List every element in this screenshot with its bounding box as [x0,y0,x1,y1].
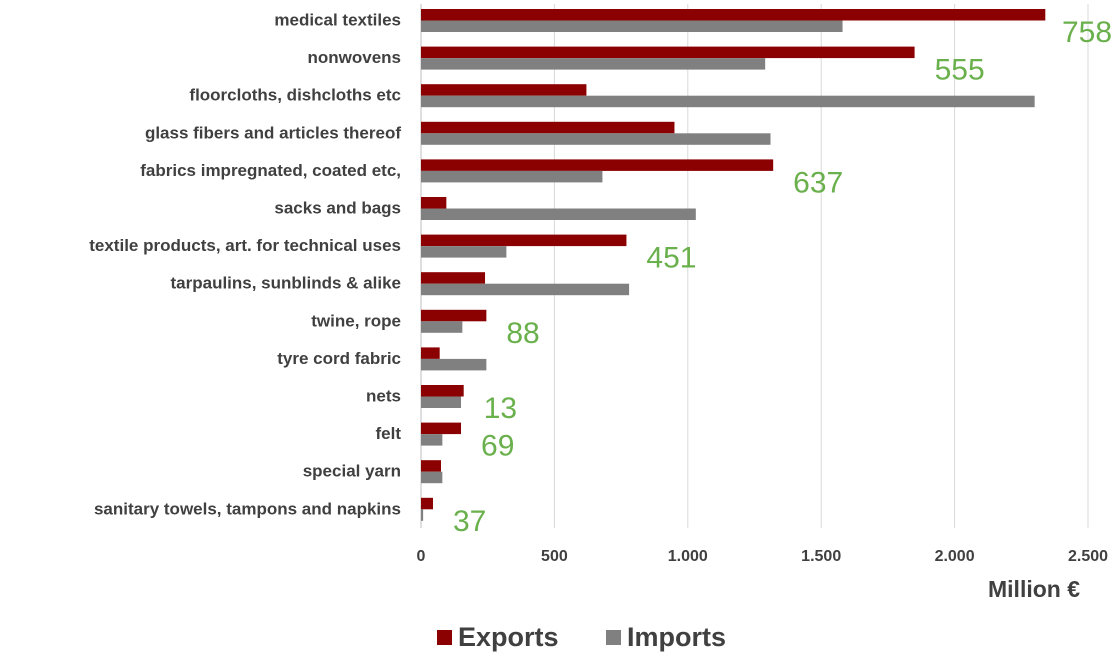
bar-exports-12 [421,422,462,435]
category-labels: medical textiles nonwovens floorcloths, di… [89,11,401,519]
legend-label-exports: Exports [458,622,559,652]
bar-exports-2 [421,46,915,59]
annotation-label: 637 [793,166,843,199]
category-label: felt [376,424,402,443]
annotation-label: 88 [506,317,539,350]
bar-imports-8 [421,283,630,296]
category-label: fabrics impregnated, coated etc, [140,161,401,180]
bar-imports-12 [421,434,443,446]
category-label: floorcloths, dishcloths etc [189,86,401,105]
bar-exports-6 [421,197,447,209]
annotation-label: 758 [1062,16,1112,49]
category-label: tyre cord fabric [277,349,401,368]
category-label: textile products, art. for technical use… [89,236,401,255]
x-tick-label: 0 [417,548,426,565]
bar-imports-10 [421,358,487,371]
category-label: medical textiles [274,11,401,30]
x-tick-label: 2.500 [1068,548,1108,565]
bar-imports-9 [421,321,463,333]
x-axis-title: Million € [988,576,1080,602]
bar-exports-13 [421,460,442,472]
bar-exports-11 [421,385,464,397]
category-label: nets [366,387,401,406]
bar-imports-6 [421,208,696,220]
x-tick-label: 2.000 [935,548,975,565]
annotation-label: 451 [646,242,696,275]
bar-imports-2 [421,58,766,70]
bar-exports-1 [421,9,1046,21]
legend-label-imports: Imports [627,622,726,652]
bar-exports-7 [421,234,627,247]
category-label: sanitary towels, tampons and napkins [94,499,401,518]
legend-swatch-imports [606,630,621,645]
annotation-label: 69 [481,430,514,463]
bar-imports-1 [421,20,843,32]
bar-exports-8 [421,272,486,284]
category-label: special yarn [303,462,401,481]
bar-imports-14 [421,509,424,521]
bar-imports-13 [421,471,443,484]
grid-lines [420,4,1089,528]
x-tick-label: 1.500 [801,548,841,565]
category-label: nonwovens [307,48,401,67]
bar-exports-14 [421,497,434,510]
bar-imports-7 [421,246,507,258]
bar-imports-4 [421,133,771,145]
x-tick-label: 1.000 [668,548,708,565]
annotation-label: 37 [453,505,486,538]
bar-imports-5 [421,170,603,183]
x-axis-ticks: 0 500 1.000 1.500 2.000 2.500 [417,548,1109,565]
category-label: tarpaulins, sunblinds & alike [171,274,402,293]
bar-exports-4 [421,121,675,134]
bar-imports-3 [421,95,1035,108]
bar-exports-9 [421,309,487,322]
x-tick-label: 500 [541,548,568,565]
category-label: sacks and bags [274,199,401,218]
legend-swatch-exports [437,630,452,645]
bar-exports-5 [421,159,774,171]
bars [421,9,1046,521]
annotation-label: 555 [935,54,985,87]
bar-imports-11 [421,396,462,408]
legend: Exports Imports [437,622,726,652]
annotations: 758 555 637 451 88 13 69 37 [453,16,1112,538]
category-label: glass fibers and articles thereof [145,123,401,142]
bar-exports-10 [421,347,440,359]
annotation-label: 13 [484,392,517,425]
category-label: twine, rope [311,311,401,330]
bar-exports-3 [421,84,587,96]
